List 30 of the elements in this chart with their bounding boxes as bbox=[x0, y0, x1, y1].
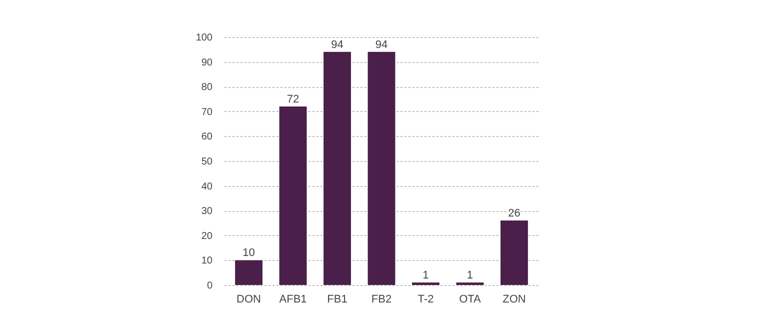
y-tick-label: 50 bbox=[201, 156, 213, 168]
y-tick-label: 10 bbox=[201, 256, 213, 267]
x-tick-label: FB2 bbox=[371, 294, 392, 306]
y-tick-label: 80 bbox=[201, 82, 213, 94]
y-tick-label: 90 bbox=[201, 57, 213, 68]
bar bbox=[500, 220, 528, 285]
data-label: 26 bbox=[508, 208, 520, 220]
x-tick-label: OTA bbox=[459, 294, 482, 306]
y-tick-label: 60 bbox=[201, 132, 213, 143]
y-tick-label: 20 bbox=[201, 230, 213, 242]
bar bbox=[368, 52, 396, 285]
data-label: 1 bbox=[422, 270, 429, 282]
bar bbox=[279, 106, 307, 285]
y-tick-label: 30 bbox=[201, 206, 213, 218]
x-tick-label: DON bbox=[236, 294, 262, 306]
x-tick-label: AFB1 bbox=[279, 294, 307, 306]
data-label: 94 bbox=[331, 38, 344, 51]
data-label: 10 bbox=[242, 247, 255, 260]
data-label: 72 bbox=[286, 93, 300, 106]
x-tick-label: ZON bbox=[502, 294, 526, 306]
y-tick-label: 70 bbox=[201, 106, 213, 118]
y-tick-label: 40 bbox=[201, 181, 213, 192]
y-tick-label: 0 bbox=[206, 280, 213, 292]
data-label: 94 bbox=[375, 38, 388, 51]
bar bbox=[235, 260, 262, 285]
x-tick-label: FB1 bbox=[327, 294, 348, 306]
x-tick-label: T-2 bbox=[418, 294, 434, 306]
bar bbox=[324, 52, 351, 285]
data-label: 1 bbox=[466, 270, 474, 282]
y-tick-label: 100 bbox=[196, 32, 213, 44]
